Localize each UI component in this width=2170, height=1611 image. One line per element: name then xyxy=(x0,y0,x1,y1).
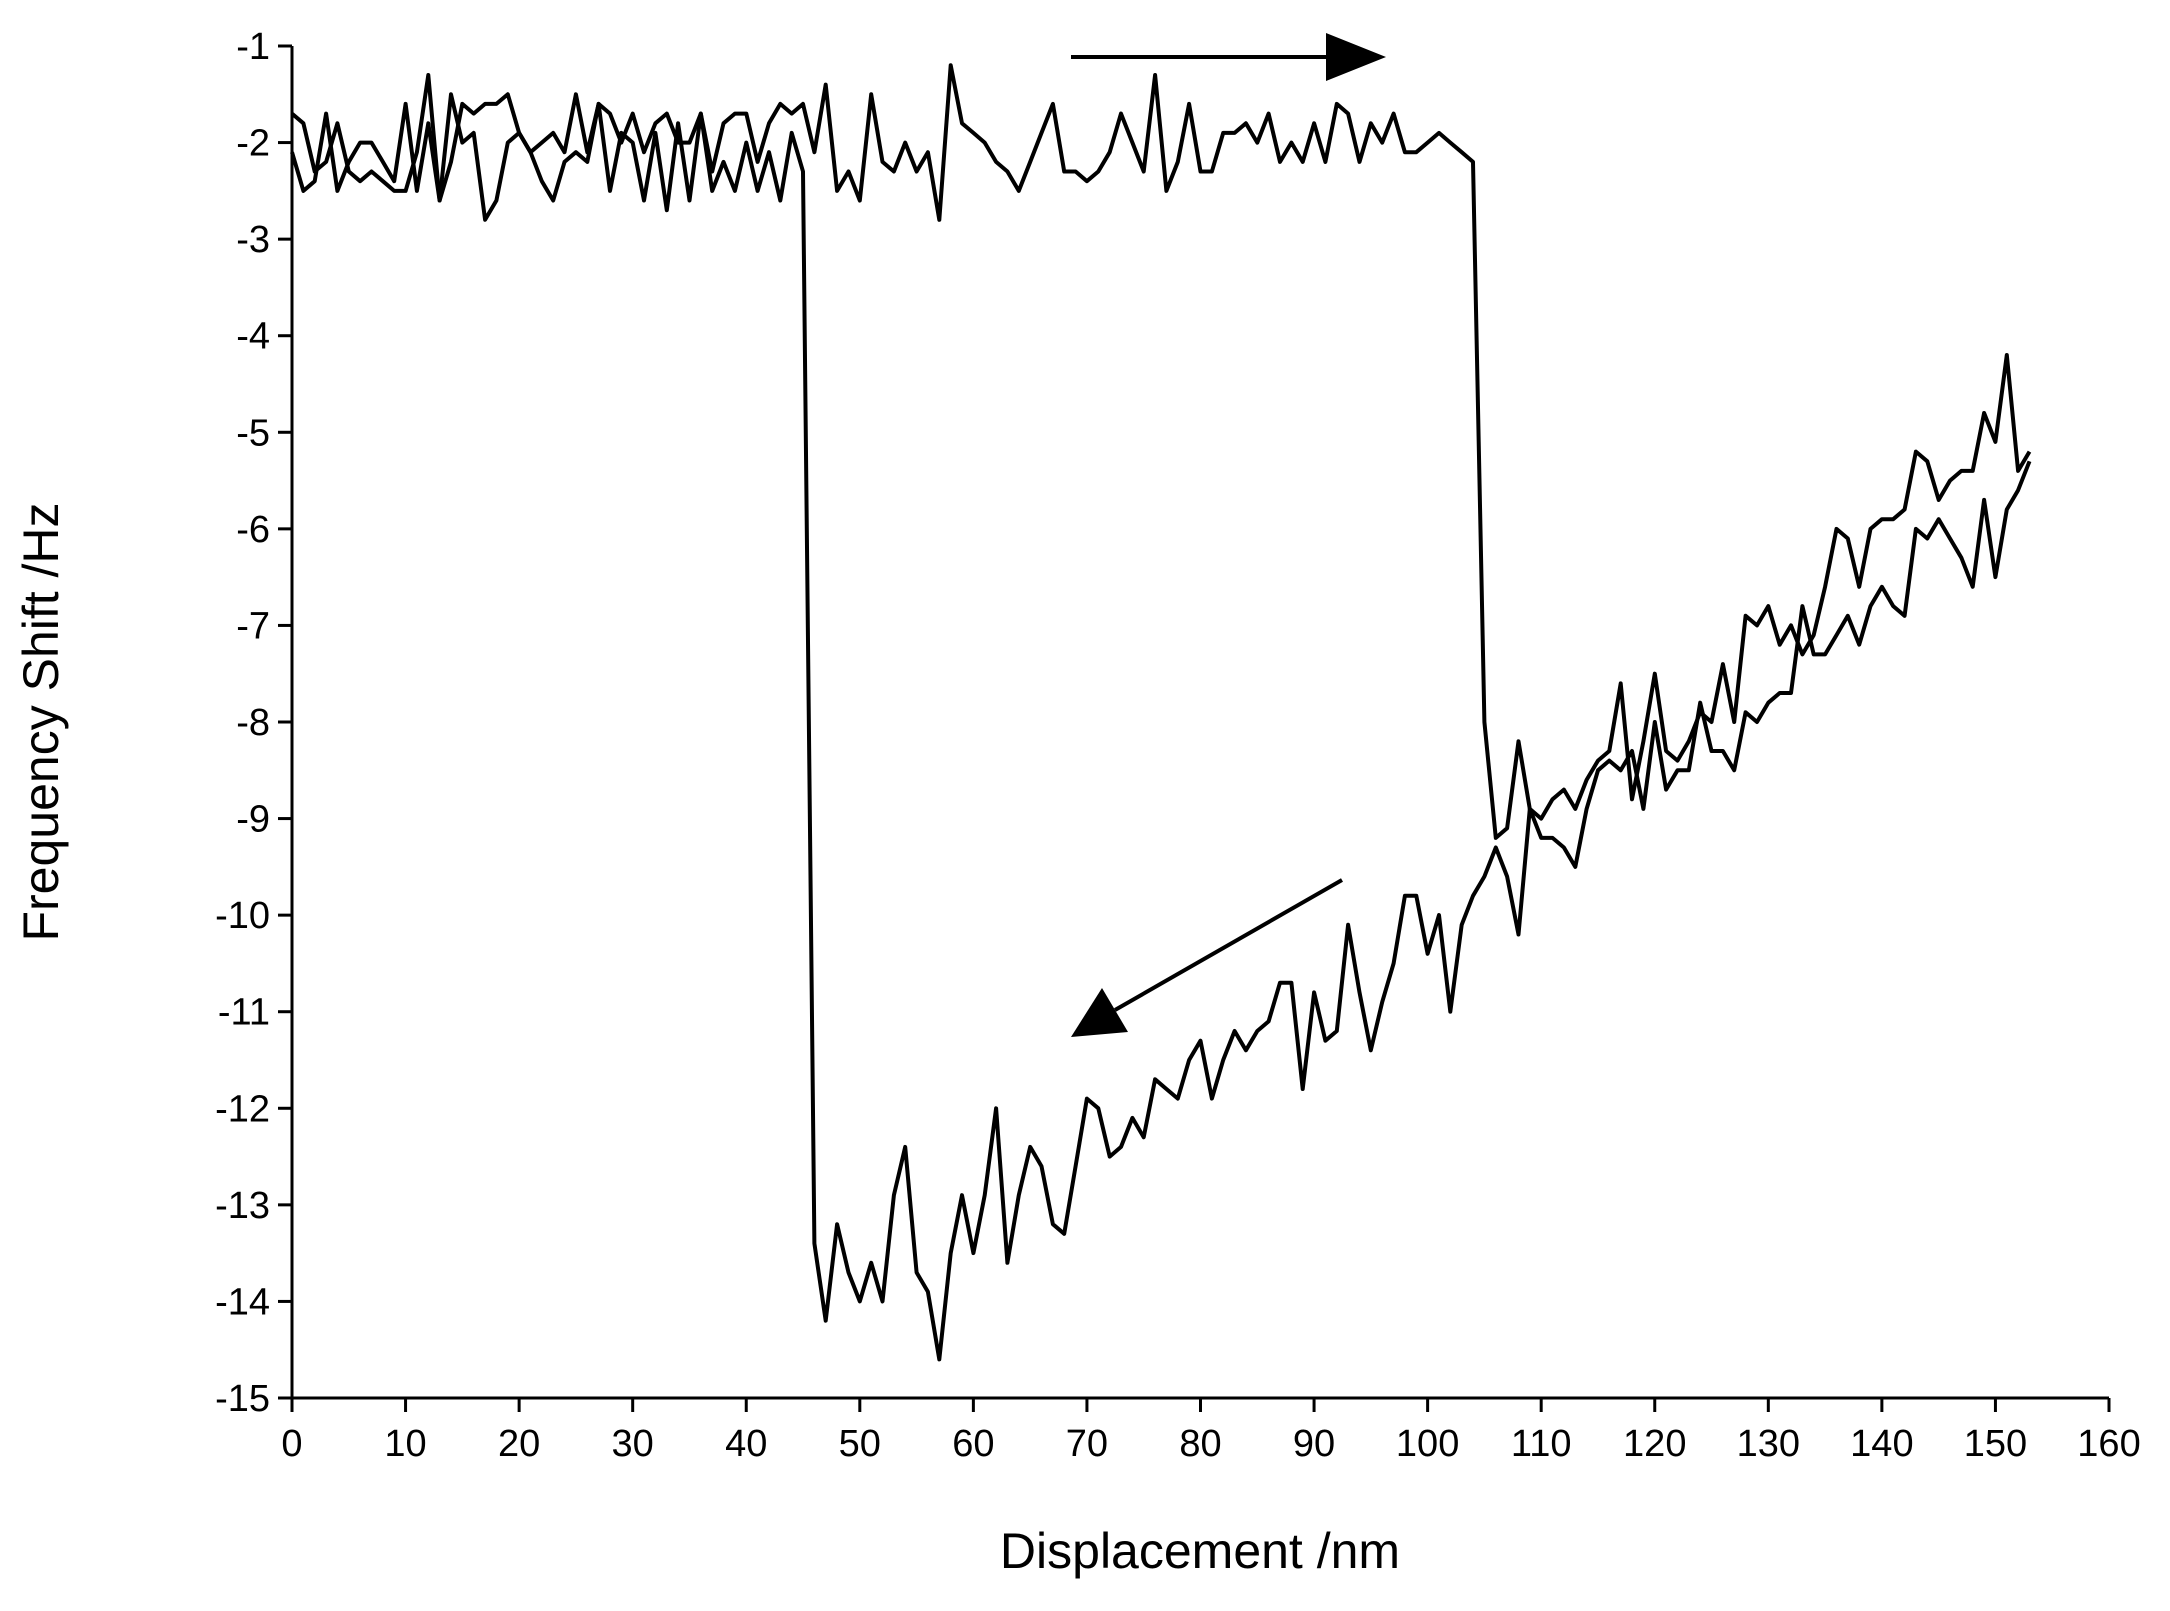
y-tick-label: -15 xyxy=(215,1378,270,1420)
y-tick-label: -2 xyxy=(236,123,270,165)
arrow-head xyxy=(1071,988,1128,1037)
y-tick-label: -6 xyxy=(236,509,270,551)
x-tick-label: 60 xyxy=(952,1423,994,1465)
x-tick-label: 20 xyxy=(498,1423,540,1465)
y-tick-label: -10 xyxy=(215,895,270,937)
x-tick-label: 150 xyxy=(1964,1423,2027,1465)
arrow-head xyxy=(1326,33,1386,81)
y-tick-label: -8 xyxy=(236,702,270,744)
x-tick-label: 140 xyxy=(1850,1423,1913,1465)
y-tick-label: -4 xyxy=(236,316,270,358)
y-tick-label: -11 xyxy=(218,992,270,1034)
arrow-backward xyxy=(1114,878,1343,1012)
x-tick-label: 30 xyxy=(612,1423,654,1465)
data-line xyxy=(290,92,2032,1362)
y-tick-label: -14 xyxy=(215,1281,270,1323)
y-tick-label: -12 xyxy=(215,1088,270,1130)
x-tick-label: 40 xyxy=(725,1423,767,1465)
y-tick-label: -3 xyxy=(236,219,270,261)
x-tick-label: 100 xyxy=(1396,1423,1459,1465)
x-tick-label: 130 xyxy=(1737,1423,1800,1465)
y-tick-label: -5 xyxy=(236,412,270,454)
x-tick-label: 0 xyxy=(281,1423,302,1465)
y-tick-label: -13 xyxy=(215,1185,270,1227)
data-line xyxy=(290,63,2032,840)
x-tick-label: 90 xyxy=(1293,1423,1335,1465)
y-tick-label: -7 xyxy=(236,605,270,647)
y-tick-label: -9 xyxy=(236,799,270,841)
y-tick-label: -1 xyxy=(236,26,270,68)
x-tick-label: 120 xyxy=(1623,1423,1686,1465)
x-tick-label: 160 xyxy=(2077,1423,2140,1465)
x-tick-label: 70 xyxy=(1066,1423,1108,1465)
y-axis-title: Frequency Shift /Hz xyxy=(13,502,69,941)
direction-arrows xyxy=(1071,33,1386,1037)
x-tick-label: 10 xyxy=(384,1423,426,1465)
x-tick-label: 50 xyxy=(839,1423,881,1465)
x-tick-label: 110 xyxy=(1511,1423,1572,1465)
x-tick-label: 80 xyxy=(1179,1423,1221,1465)
x-axis-title: Displacement /nm xyxy=(1000,1523,1400,1579)
